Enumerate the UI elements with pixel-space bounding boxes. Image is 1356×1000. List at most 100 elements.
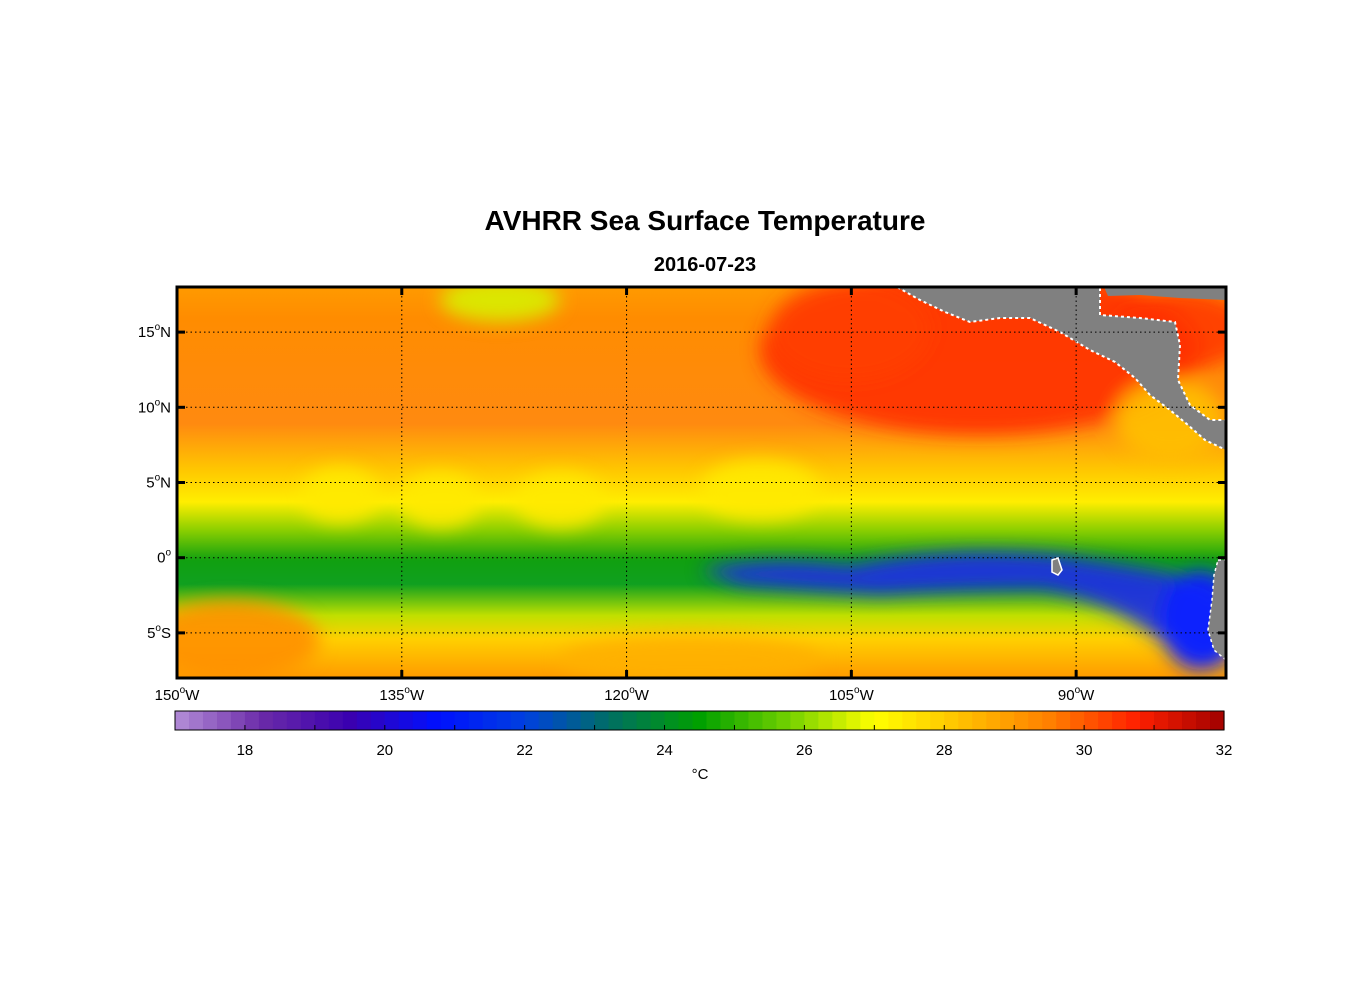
colorbar-cell (734, 711, 750, 730)
colorbar-cell (804, 711, 819, 730)
colorbar-cell (1154, 711, 1169, 730)
wave-crest (300, 467, 380, 523)
colorbar-cell (902, 711, 917, 730)
colorbar-tick-label: 26 (796, 742, 813, 759)
colorbar-tick-label: 20 (376, 742, 393, 759)
colorbar-cell (482, 711, 498, 730)
map-title: AVHRR Sea Surface Temperature (484, 205, 926, 236)
colorbar-cell (1112, 711, 1127, 730)
colorbar-cell (972, 711, 987, 730)
lat-tick-label: 15oN (138, 322, 171, 341)
wave-crest (515, 472, 605, 528)
colorbar-cell (1196, 711, 1211, 730)
colorbar-cell (1168, 711, 1183, 730)
colorbar-cell (244, 711, 260, 730)
lon-tick-label: 135oW (379, 685, 425, 704)
colorbar-ticks: 18 20 22 24 26 28 30 32 (174, 725, 1232, 759)
colorbar-cell (454, 711, 470, 730)
colorbar-cell (496, 711, 512, 730)
colorbar-cell (1140, 711, 1155, 730)
colorbar: 18 20 22 24 26 28 30 32 °C (174, 710, 1232, 783)
galapagos-island (1051, 557, 1063, 576)
cold-tongue (700, 551, 1226, 665)
colorbar-cell (930, 711, 945, 730)
colorbar-cell (888, 711, 903, 730)
colorbar-cell (426, 711, 442, 730)
colorbar-cell (552, 711, 568, 730)
colorbar-frame (174, 710, 1225, 731)
colorbar-cell (342, 711, 358, 730)
colorbar-cell (230, 711, 246, 730)
colorbar-cell (398, 711, 414, 730)
colorbar-cell (566, 711, 582, 730)
colorbar-cell (1014, 711, 1029, 730)
lon-tick-label: 90oW (1058, 685, 1095, 704)
colorbar-cell (790, 711, 805, 730)
colorbar-cell (1182, 711, 1197, 730)
cool-patch-coast (1115, 380, 1225, 460)
colorbar-cell (944, 711, 959, 730)
lat-tick-label: 10oN (138, 397, 171, 416)
colorbar-cell (1000, 711, 1015, 730)
colorbar-cell (1084, 711, 1099, 730)
colorbar-cell (678, 711, 694, 730)
colorbar-cell (818, 711, 833, 730)
colorbar-cell (650, 711, 666, 730)
colorbar-cell (1070, 711, 1085, 730)
lon-tick-label: 150oW (155, 685, 201, 704)
central-america-land (894, 287, 1226, 452)
wave-crest (400, 472, 480, 528)
colorbar-cell (832, 711, 847, 730)
colorbar-cell (1056, 711, 1071, 730)
colorbar-cell (748, 711, 764, 730)
colorbar-unit: °C (692, 766, 709, 783)
colorbar-cell (510, 711, 526, 730)
colorbar-tick-label: 28 (936, 742, 953, 759)
colorbar-cell (874, 711, 889, 730)
colorbar-tick-label: 22 (516, 742, 533, 759)
colorbar-cell (594, 711, 610, 730)
map-axes: 15oN 10oN 5oN 0o 5oS 150oW 135oW 120oW 105oW 90oW (138, 287, 1226, 704)
colorbar-cell (622, 711, 638, 730)
colorbar-cell (440, 711, 456, 730)
colorbar-cell (608, 711, 624, 730)
colorbar-cell (412, 711, 428, 730)
colorbar-tick-label: 30 (1076, 742, 1093, 759)
south-america-land (1207, 559, 1226, 661)
warm-south (560, 635, 820, 678)
lat-tick-label: 0o (157, 548, 171, 567)
colorbar-cell (636, 711, 652, 730)
land (894, 287, 1226, 661)
colorbar-cell (272, 711, 288, 730)
colorbar-cell (328, 711, 344, 730)
colorbar-cell (860, 711, 875, 730)
colorbar-cell (202, 711, 218, 730)
colorbar-cell (286, 711, 302, 730)
colorbar-cell (720, 711, 736, 730)
cold-tongue-east (1160, 570, 1226, 670)
colorbar-cell (1126, 711, 1141, 730)
colorbar-cell (258, 711, 274, 730)
colorbar-cell (706, 711, 722, 730)
colorbar-cell (188, 711, 204, 730)
lat-tick-label: 5oS (147, 623, 171, 642)
colorbar-cell (175, 711, 190, 730)
colorbar-cell (216, 711, 232, 730)
colorbar-cell (762, 711, 778, 730)
gridlines (176, 287, 1226, 678)
colorbar-cell (538, 711, 554, 730)
colorbar-tick-label: 18 (237, 742, 254, 759)
colorbar-cell (1210, 711, 1225, 730)
colorbar-cell (1042, 711, 1057, 730)
map-date: 2016-07-23 (653, 254, 757, 276)
colorbar-cell (384, 711, 400, 730)
colorbar-cells (175, 711, 1225, 730)
colorbar-cell (916, 711, 931, 730)
cool-patch-north (440, 287, 560, 322)
colorbar-cell (846, 711, 861, 730)
colorbar-cell (692, 711, 708, 730)
colorbar-cell (958, 711, 973, 730)
wave-crest (700, 460, 820, 520)
colorbar-cell (580, 711, 596, 730)
